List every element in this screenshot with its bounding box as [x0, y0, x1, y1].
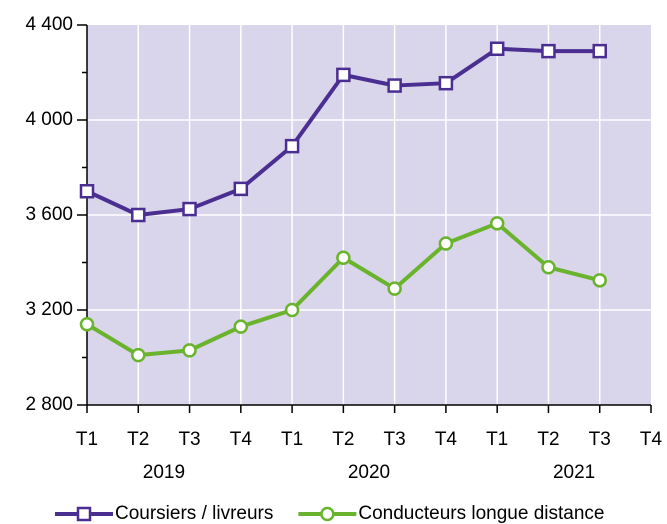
- point-marker: [79, 184, 95, 199]
- y-tick-label: 4 000: [25, 109, 73, 130]
- x-tick-label: T4: [435, 429, 458, 450]
- x-tick-label: T3: [384, 429, 406, 450]
- point-marker: [79, 317, 95, 332]
- y-tick-label: 2 800: [25, 394, 73, 415]
- point-marker: [320, 506, 335, 522]
- point-marker: [387, 78, 402, 93]
- legend-label: Conducteurs longue distance: [358, 503, 604, 524]
- point-marker: [489, 41, 505, 56]
- x-tick-label: T2: [127, 429, 149, 450]
- point-marker: [592, 43, 607, 59]
- x-tick-label: T1: [281, 429, 303, 450]
- y-tick-label: 4 400: [25, 14, 73, 35]
- point-marker: [233, 319, 249, 334]
- point-marker: [438, 236, 454, 251]
- x-tick-label: T3: [589, 429, 611, 450]
- point-marker: [131, 347, 146, 363]
- point-marker: [541, 43, 556, 59]
- x-tick-label: T4: [230, 429, 253, 450]
- point-marker: [233, 181, 249, 197]
- point-marker: [284, 302, 300, 318]
- x-tick-label: T2: [332, 429, 354, 450]
- x-tick-label: T2: [537, 429, 559, 450]
- x-tick-label: T4: [640, 429, 663, 450]
- x-tick-label: T3: [178, 429, 200, 450]
- point-marker: [76, 506, 92, 522]
- point-marker: [387, 281, 402, 296]
- x-tick-label: T1: [76, 429, 98, 450]
- point-marker: [438, 75, 454, 91]
- legend-label: Coursiers / livreurs: [115, 503, 273, 524]
- x-group-label: 2020: [348, 462, 390, 483]
- point-marker: [489, 216, 505, 231]
- point-marker: [336, 67, 351, 83]
- x-group-label: 2019: [143, 462, 185, 483]
- point-marker: [284, 138, 300, 154]
- y-tick-label: 3 600: [25, 204, 73, 225]
- x-tick-label: T1: [486, 429, 508, 450]
- point-marker: [336, 250, 351, 265]
- point-marker: [182, 201, 197, 217]
- x-group-label: 2021: [553, 462, 595, 483]
- point-marker: [182, 343, 197, 358]
- y-tick-label: 3 200: [25, 299, 73, 320]
- point-marker: [592, 273, 607, 288]
- point-marker: [541, 260, 556, 275]
- point-marker: [131, 207, 146, 223]
